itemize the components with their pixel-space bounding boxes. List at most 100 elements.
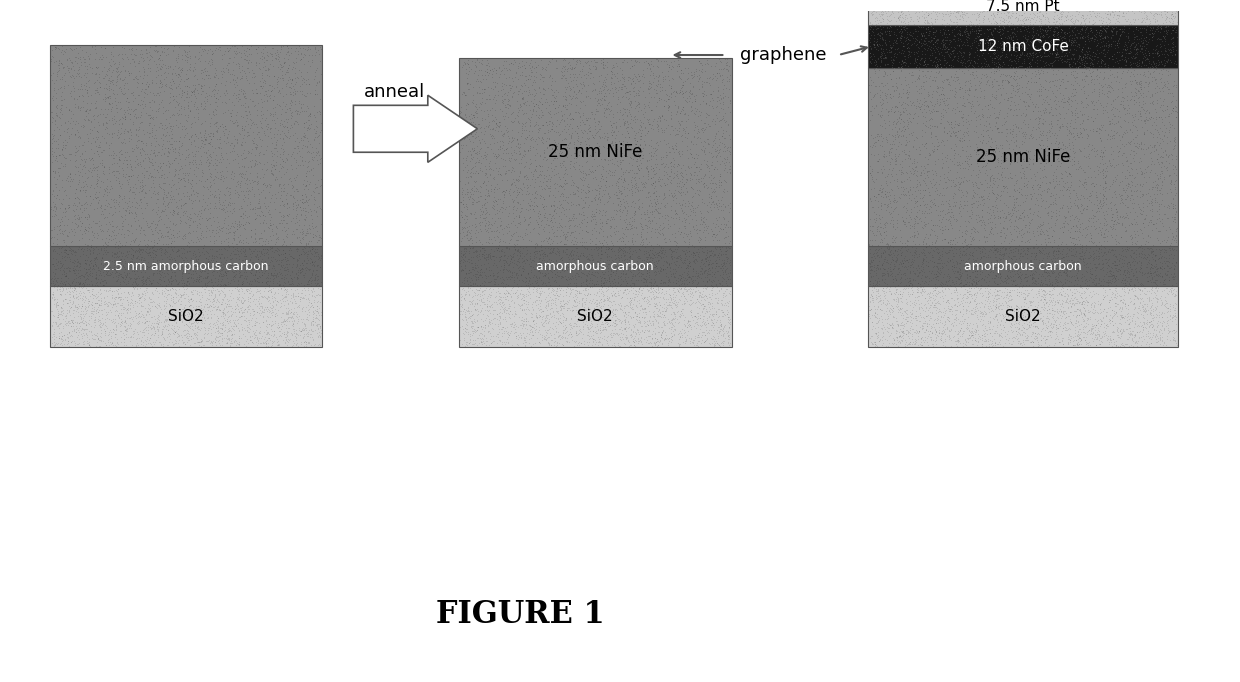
Point <box>484 254 503 265</box>
Point <box>247 262 267 273</box>
Point <box>498 260 518 271</box>
Point <box>1065 105 1085 116</box>
Point <box>1044 226 1064 237</box>
Point <box>1044 306 1064 316</box>
Point <box>517 70 537 81</box>
Point <box>1061 289 1081 300</box>
Point <box>975 92 994 103</box>
Point <box>686 148 706 159</box>
Point <box>69 271 89 282</box>
Point <box>699 202 719 213</box>
Point <box>613 331 632 342</box>
Point <box>191 218 211 229</box>
Point <box>878 323 898 333</box>
Point <box>870 311 890 322</box>
Point <box>212 200 232 211</box>
Point <box>169 189 188 200</box>
Point <box>1006 121 1025 132</box>
Point <box>916 229 936 240</box>
Point <box>1127 130 1147 140</box>
Point <box>48 123 68 134</box>
Point <box>260 146 280 157</box>
Point <box>678 265 698 276</box>
Point <box>134 277 154 288</box>
Point <box>93 318 113 329</box>
Point <box>1042 231 1061 241</box>
Point <box>1116 0 1136 5</box>
Point <box>913 0 932 3</box>
Point <box>1125 289 1145 300</box>
Point <box>212 261 232 272</box>
Point <box>275 278 295 288</box>
Point <box>937 203 957 214</box>
Point <box>1001 33 1021 44</box>
Point <box>874 264 894 275</box>
Point <box>192 303 212 314</box>
Point <box>1047 2 1066 13</box>
Point <box>303 147 322 158</box>
Point <box>941 71 961 82</box>
Point <box>476 336 496 346</box>
Point <box>88 280 108 291</box>
Point <box>1100 318 1120 329</box>
Point <box>207 297 227 308</box>
Point <box>905 169 925 180</box>
Point <box>471 122 491 133</box>
Point <box>1022 270 1042 281</box>
Point <box>1003 275 1023 286</box>
Point <box>269 181 289 192</box>
Point <box>894 32 914 43</box>
Point <box>215 303 234 314</box>
Point <box>229 286 249 297</box>
Point <box>222 40 242 51</box>
Point <box>1080 290 1100 301</box>
Point <box>1115 52 1135 63</box>
Point <box>521 293 541 303</box>
Point <box>55 186 74 197</box>
Point <box>962 23 982 34</box>
Point <box>994 0 1014 8</box>
Point <box>1122 299 1142 310</box>
Point <box>497 242 517 253</box>
Point <box>590 123 610 134</box>
Point <box>517 254 537 265</box>
Point <box>1106 26 1126 37</box>
Point <box>542 162 562 173</box>
Point <box>91 82 110 93</box>
Point <box>289 137 309 148</box>
Point <box>277 325 296 336</box>
Point <box>77 72 97 83</box>
Point <box>1006 100 1025 110</box>
Point <box>718 267 738 278</box>
Point <box>130 118 150 129</box>
Point <box>179 159 198 170</box>
Point <box>557 230 577 241</box>
Point <box>1137 258 1157 269</box>
Point <box>719 157 739 168</box>
Point <box>107 130 126 140</box>
Point <box>128 316 148 327</box>
Point <box>919 147 939 158</box>
Point <box>947 55 967 65</box>
Point <box>212 306 232 317</box>
Point <box>1048 249 1068 260</box>
Point <box>1085 321 1105 332</box>
Point <box>926 268 946 279</box>
Point <box>1131 43 1151 54</box>
Point <box>632 235 652 246</box>
Point <box>650 251 670 262</box>
Point <box>518 212 538 223</box>
Point <box>1023 52 1043 63</box>
Point <box>546 325 565 336</box>
Point <box>978 104 998 115</box>
Point <box>923 60 942 71</box>
Point <box>920 302 940 313</box>
Point <box>564 284 584 295</box>
Point <box>549 316 569 327</box>
Point <box>1001 301 1021 312</box>
Point <box>239 322 259 333</box>
Point <box>1101 32 1121 43</box>
Point <box>662 143 682 153</box>
Point <box>1052 269 1071 280</box>
Point <box>899 87 919 98</box>
